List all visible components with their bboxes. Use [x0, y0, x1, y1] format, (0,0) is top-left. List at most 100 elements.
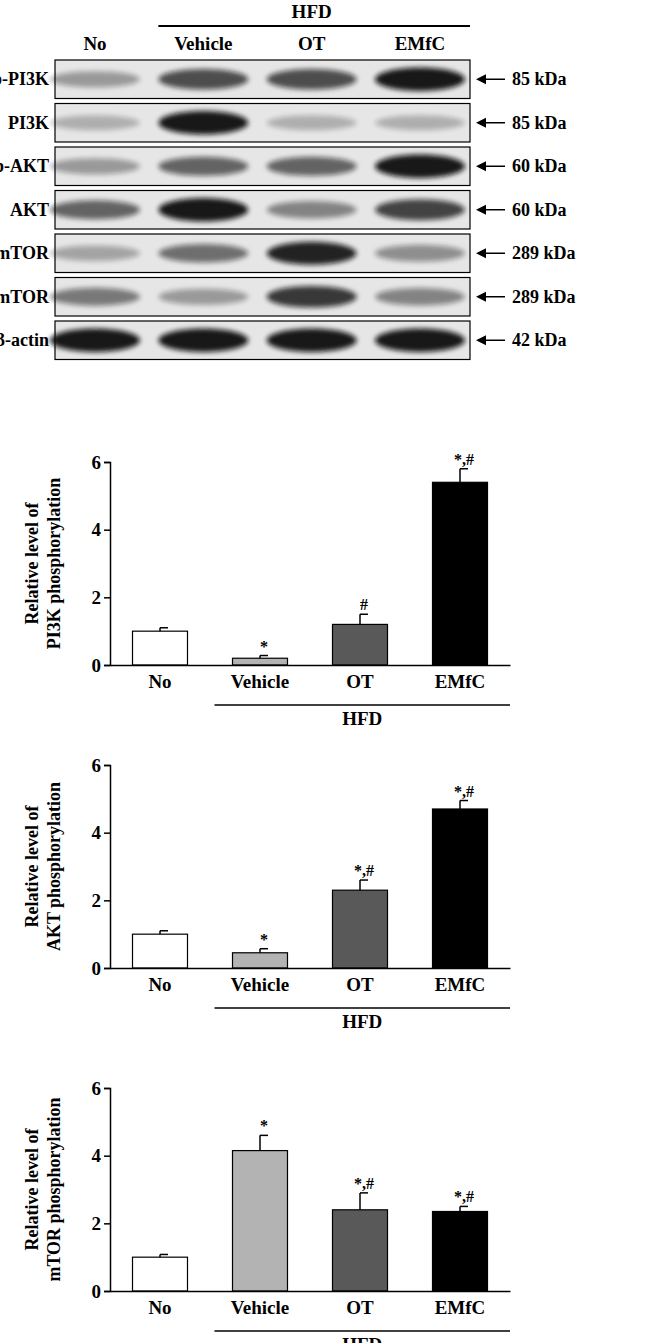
blot-band [50, 158, 140, 174]
blot-band [158, 289, 248, 305]
arrow-head [476, 248, 486, 258]
y-axis-title: PI3K phosphorylation [44, 478, 64, 650]
lane-label: EMfC [395, 33, 446, 54]
y-tick-label: 6 [92, 755, 102, 776]
y-tick-mark [104, 900, 110, 902]
blot-band [375, 155, 465, 178]
blot-band [50, 115, 140, 130]
y-tick: 2 [92, 1213, 111, 1234]
blot-group-label: HFD [292, 1, 332, 22]
y-tick-mark [104, 665, 110, 667]
error-cap [360, 1192, 368, 1194]
y-axis-title: Relative level of [22, 1128, 42, 1251]
error-cap [260, 948, 268, 950]
significance-label: *,# [354, 862, 374, 879]
row-label: β-actin [0, 330, 49, 350]
error-bar [459, 801, 461, 809]
y-tick: 6 [92, 755, 111, 776]
x-tick: Vehicle [231, 665, 289, 692]
plot-area [133, 469, 488, 665]
x-tick: EMfC [435, 1291, 486, 1318]
significance-label: * [260, 638, 268, 655]
group-label: HFD [342, 1334, 382, 1343]
blot-band [50, 245, 140, 261]
row-size: 85 kDa [512, 113, 567, 133]
bar [433, 809, 488, 968]
blot-band [50, 71, 140, 87]
row-label: AKT [10, 200, 49, 220]
blot-band [375, 245, 465, 262]
blot: HFDNoVehicleOTEMfCp-PI3K85 kDaPI3K85 kDa… [0, 1, 576, 360]
arrow-head [476, 161, 486, 171]
y-tick: 6 [92, 1078, 111, 1099]
arrow-head [476, 205, 486, 215]
bar [233, 953, 288, 968]
y-tick: 0 [92, 958, 111, 979]
x-tick-label: OT [346, 1297, 374, 1318]
x-tick-label: EMfC [435, 974, 486, 995]
error-bar [359, 614, 361, 624]
row-label: mTOR [0, 287, 50, 307]
error-cap [260, 655, 268, 657]
x-tick-label: OT [346, 974, 374, 995]
bar-chart: *#*,#0246NoVehicleOTEMfCHFDRelative leve… [22, 451, 511, 729]
x-tick: EMfC [435, 665, 486, 692]
y-tick-label: 6 [92, 452, 102, 473]
arrow-head [476, 292, 486, 302]
y-tick: 4 [92, 822, 111, 843]
y-tick-mark [104, 968, 110, 970]
y-tick-label: 4 [92, 822, 102, 843]
arrow-head [476, 118, 486, 128]
figure: HFDNoVehicleOTEMfCp-PI3K85 kDaPI3K85 kDa… [0, 0, 650, 1343]
x-tick: No [148, 968, 171, 995]
y-tick: 2 [92, 587, 111, 608]
significance-label: # [360, 596, 368, 613]
group-line [215, 704, 511, 706]
blot-band [375, 115, 465, 130]
blot-band [50, 200, 140, 219]
arrow-head [476, 335, 486, 345]
error-bar [459, 1206, 461, 1211]
blot-band [50, 329, 140, 352]
bar [133, 1257, 188, 1291]
row-label: p-mTOR [0, 243, 50, 263]
x-tick-label: No [148, 1297, 171, 1318]
blot-band [158, 244, 248, 263]
row-label: p-AKT [0, 156, 49, 176]
y-axis-title: mTOR phosphorylation [44, 1097, 64, 1281]
bar [433, 1211, 488, 1291]
row-size: 60 kDa [512, 200, 567, 220]
y-axis-line [104, 766, 111, 969]
y-tick: 6 [92, 452, 111, 473]
y-tick-mark [104, 529, 110, 531]
y-tick: 0 [92, 655, 111, 676]
x-tick: Vehicle [231, 1291, 289, 1318]
y-axis-title: Relative level of [22, 502, 42, 625]
bar [133, 631, 188, 665]
error-cap [260, 1135, 268, 1137]
y-tick-label: 4 [92, 519, 102, 540]
blot-band [267, 242, 357, 265]
y-tick-label: 2 [92, 890, 102, 911]
y-tick-mark [104, 1155, 110, 1157]
y-axis-line [104, 463, 111, 666]
y-tick-mark [104, 832, 110, 834]
x-axis-line [111, 1291, 511, 1293]
x-tick-label: No [148, 974, 171, 995]
y-tick-label: 0 [92, 655, 102, 676]
row-size: 85 kDa [512, 69, 567, 89]
y-tick-mark [104, 462, 110, 464]
x-tick: Vehicle [231, 968, 289, 995]
y-axis: 0 2 4 6 [92, 452, 111, 676]
bar [333, 624, 388, 665]
error-cap [360, 879, 368, 881]
y-tick-label: 4 [92, 1145, 102, 1166]
row-label: p-PI3K [0, 69, 49, 89]
x-tick: OT [346, 968, 374, 995]
blot-band [267, 329, 357, 352]
group-line [215, 1330, 511, 1332]
blot-group-line [158, 25, 470, 27]
blot-band [50, 288, 140, 306]
lane-label: Vehicle [174, 33, 232, 54]
bar [133, 934, 188, 968]
